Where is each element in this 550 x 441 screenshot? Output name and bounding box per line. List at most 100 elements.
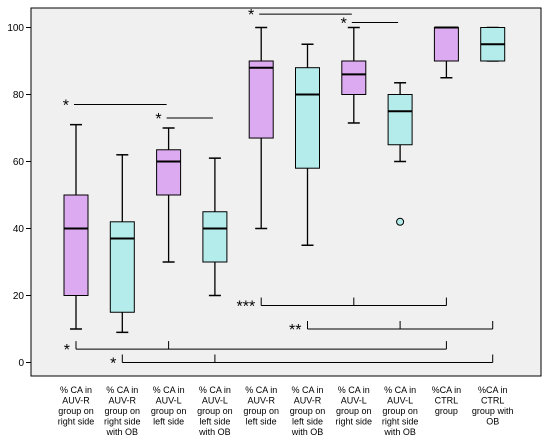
- x-category-label: % CA in AUV-L group on left side: [151, 385, 187, 427]
- box-group: [202, 157, 228, 297]
- x-category-label-line: AUV-L: [156, 396, 182, 406]
- x-category-label-line: left side: [246, 417, 277, 427]
- x-category-label-line: right side: [104, 417, 141, 427]
- iqr-box: [202, 211, 228, 263]
- y-tick-label: 60: [13, 157, 25, 168]
- y-tick-label: 0: [18, 358, 24, 369]
- significance-label: *: [155, 111, 161, 128]
- significance-marker: *: [341, 15, 399, 32]
- x-category-label-line: OB: [486, 417, 499, 427]
- y-tick-label: 100: [7, 23, 24, 34]
- x-category-label-line: AUV-R: [294, 396, 322, 406]
- x-category-label-line: % CA in: [199, 385, 231, 395]
- box-group: [341, 26, 367, 124]
- significance-marker: *: [155, 111, 213, 128]
- x-category-label-line: left side: [199, 417, 230, 427]
- box-group: [63, 123, 89, 330]
- x-category-label-line: with OB: [106, 427, 139, 437]
- x-axis-labels: % CA in AUV-R group on right side% CA in AUV…: [58, 385, 514, 437]
- significance-label: ***: [237, 299, 256, 316]
- x-category-label: %CA in CTRL group: [432, 385, 462, 416]
- box-group: [156, 127, 182, 263]
- x-category-label-line: % CA in: [384, 385, 416, 395]
- significance-label: *: [341, 15, 347, 32]
- iqr-box: [295, 67, 320, 169]
- x-category-label: % CA in AUV-R group on right side with OB: [104, 385, 141, 437]
- iqr-box: [109, 221, 135, 313]
- y-tick-label: 20: [13, 291, 25, 302]
- significance-marker: *: [110, 354, 494, 373]
- x-category-label-line: AUV-R: [109, 396, 137, 406]
- x-category-label: %CA in CTRL group with OB: [472, 385, 514, 427]
- x-category-label: % CA in AUV-R group on left side with OB: [290, 385, 326, 437]
- iqr-box: [248, 60, 274, 139]
- significance-marker: ***: [237, 297, 447, 316]
- y-tick-label: 80: [13, 90, 25, 101]
- significance-label: *: [248, 7, 254, 24]
- x-category-label-line: with OB: [198, 427, 231, 437]
- x-category-label-line: group on: [336, 406, 372, 416]
- x-category-label-line: % CA in: [153, 385, 185, 395]
- x-category-label-line: right side: [336, 417, 373, 427]
- iqr-box: [433, 27, 459, 62]
- x-category-label: % CA in AUV-L group on left side with OB: [197, 385, 233, 437]
- x-category-label-line: with OB: [383, 427, 416, 437]
- y-axis: 0 20 40 60 80 100: [7, 23, 31, 369]
- x-category-label-line: with OB: [291, 427, 324, 437]
- significance-label: **: [289, 322, 301, 339]
- significance-annotations: *** ********: [63, 7, 494, 373]
- x-category-label-line: % CA in: [291, 385, 323, 395]
- box-group: [433, 26, 459, 79]
- significance-marker: *: [248, 7, 352, 24]
- x-category-label: % CA in AUV-R group on right side: [58, 385, 95, 427]
- x-category-label-line: AUV-L: [387, 396, 413, 406]
- outlier-point: [396, 217, 405, 226]
- x-category-label-line: group on: [151, 406, 187, 416]
- x-category-label-line: AUV-L: [341, 396, 367, 406]
- significance-marker: *: [63, 98, 167, 115]
- x-category-label-line: right side: [382, 417, 419, 427]
- x-category-label-line: % CA in: [245, 385, 277, 395]
- significance-label: *: [63, 98, 69, 115]
- x-category-label-line: % CA in: [60, 385, 92, 395]
- x-category-label-line: group on: [243, 406, 279, 416]
- x-category-label-line: %CA in: [478, 385, 508, 395]
- box-group: [295, 43, 320, 246]
- x-category-label-line: group on: [58, 406, 94, 416]
- x-category-label-line: group on: [197, 406, 233, 416]
- iqr-box: [341, 60, 367, 95]
- x-category-label: % CA in AUV-L group on right side with OB: [382, 385, 419, 437]
- x-category-label: % CA in AUV-R group on left side: [243, 385, 279, 427]
- x-category-label-line: group on: [105, 406, 141, 416]
- y-tick-label: 40: [13, 224, 25, 235]
- x-category-label-line: left side: [292, 417, 323, 427]
- iqr-box: [387, 94, 413, 146]
- significance-marker: **: [289, 321, 494, 339]
- iqr-box: [156, 149, 182, 196]
- significance-label: *: [64, 342, 70, 359]
- x-category-label-line: right side: [58, 417, 95, 427]
- box-group: [387, 82, 413, 226]
- x-category-label-line: AUV-R: [62, 396, 90, 406]
- x-category-label-line: CTRL: [435, 396, 459, 406]
- x-category-label-line: group with: [472, 406, 514, 416]
- x-category-label-line: % CA in: [106, 385, 138, 395]
- significance-marker: *: [64, 341, 447, 359]
- x-category-label-line: CTRL: [481, 396, 505, 406]
- x-category-label-line: AUV-L: [202, 396, 228, 406]
- iqr-box: [63, 194, 89, 296]
- significance-label: *: [110, 356, 116, 373]
- x-category-label: % CA in AUV-L group on right side: [336, 385, 373, 427]
- x-category-label-line: group on: [382, 406, 418, 416]
- x-category-label-line: %CA in: [432, 385, 462, 395]
- x-category-label-line: group on: [290, 406, 326, 416]
- box-group: [109, 154, 135, 334]
- box-series: [63, 26, 506, 334]
- box-group: [480, 26, 506, 62]
- box-group: [248, 26, 274, 230]
- plot-area: [30, 7, 542, 377]
- x-category-label-line: group: [435, 406, 458, 416]
- x-category-label-line: % CA in: [338, 385, 370, 395]
- x-category-label-line: left side: [153, 417, 184, 427]
